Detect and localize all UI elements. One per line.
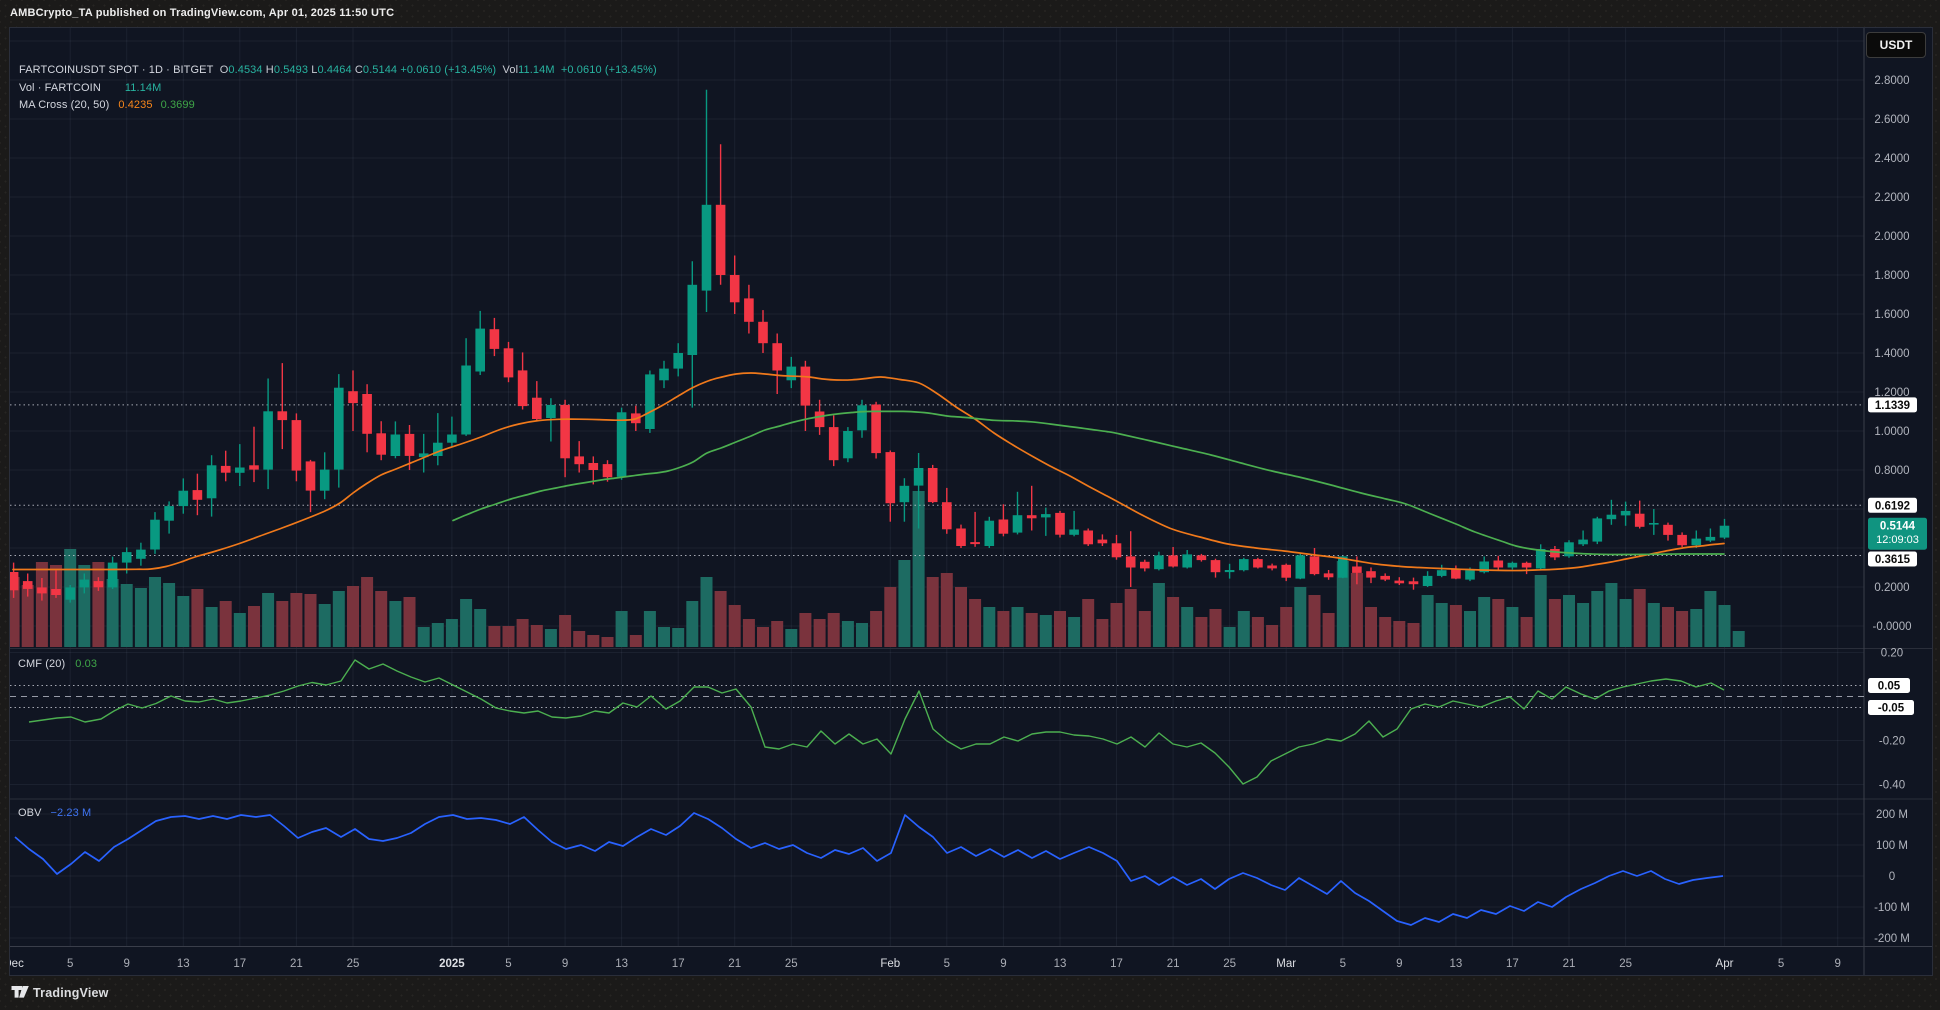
- svg-text:1.2000: 1.2000: [1874, 387, 1909, 399]
- svg-text:100 M: 100 M: [1876, 840, 1908, 852]
- svg-text:17: 17: [672, 958, 685, 970]
- svg-text:2.6000: 2.6000: [1874, 114, 1909, 126]
- svg-text:13: 13: [615, 958, 628, 970]
- svg-text:25: 25: [785, 958, 798, 970]
- svg-text:5: 5: [67, 958, 73, 970]
- svg-text:21: 21: [1167, 958, 1180, 970]
- svg-text:13: 13: [177, 958, 190, 970]
- svg-text:17: 17: [1506, 958, 1519, 970]
- svg-text:5: 5: [1340, 958, 1346, 970]
- svg-text:0.20: 0.20: [1881, 648, 1903, 660]
- svg-text:1.6000: 1.6000: [1874, 309, 1909, 321]
- svg-text:25: 25: [347, 958, 360, 970]
- svg-text:9: 9: [1000, 958, 1006, 970]
- svg-text:9: 9: [562, 958, 568, 970]
- svg-text:17: 17: [233, 958, 246, 970]
- svg-text:1.4000: 1.4000: [1874, 348, 1909, 360]
- svg-text:9: 9: [123, 958, 129, 970]
- svg-text:9: 9: [1834, 958, 1840, 970]
- svg-text:0.6192: 0.6192: [1875, 500, 1910, 512]
- svg-text:21: 21: [1563, 958, 1576, 970]
- svg-text:2.4000: 2.4000: [1874, 153, 1909, 165]
- svg-text:200 M: 200 M: [1876, 809, 1908, 821]
- svg-text:2.8000: 2.8000: [1874, 75, 1909, 87]
- svg-text:-0.40: -0.40: [1879, 780, 1905, 792]
- svg-text:0: 0: [1889, 871, 1895, 883]
- svg-text:-0.05: -0.05: [1878, 703, 1905, 715]
- svg-text:21: 21: [728, 958, 741, 970]
- svg-text:5: 5: [1778, 958, 1784, 970]
- svg-text:-200 M: -200 M: [1874, 933, 1910, 945]
- svg-text:25: 25: [1223, 958, 1236, 970]
- svg-text:13: 13: [1054, 958, 1067, 970]
- svg-text:-0.20: -0.20: [1879, 736, 1905, 748]
- svg-text:2.0000: 2.0000: [1874, 231, 1909, 243]
- svg-text:17: 17: [1110, 958, 1123, 970]
- svg-text:5: 5: [505, 958, 511, 970]
- svg-text:Feb: Feb: [880, 958, 900, 970]
- svg-text:-100 M: -100 M: [1874, 902, 1910, 914]
- svg-text:9: 9: [1396, 958, 1402, 970]
- svg-text:21: 21: [290, 958, 303, 970]
- svg-text:5: 5: [944, 958, 950, 970]
- svg-text:-0.0000: -0.0000: [1872, 621, 1911, 633]
- svg-text:0.8000: 0.8000: [1874, 465, 1909, 477]
- svg-text:2.2000: 2.2000: [1874, 192, 1909, 204]
- svg-text:1.1339: 1.1339: [1875, 400, 1910, 412]
- svg-text:TradingView: TradingView: [33, 986, 109, 1000]
- svg-text:0.5144: 0.5144: [1880, 521, 1916, 533]
- svg-text:Mar: Mar: [1276, 958, 1296, 970]
- svg-text:12:09:03: 12:09:03: [1876, 534, 1919, 546]
- svg-text:2025: 2025: [439, 958, 465, 970]
- svg-text:0.05: 0.05: [1878, 681, 1901, 693]
- svg-text:Apr: Apr: [1716, 958, 1734, 970]
- svg-text:13: 13: [1450, 958, 1463, 970]
- svg-text:0.2000: 0.2000: [1874, 582, 1909, 594]
- svg-text:1.0000: 1.0000: [1874, 426, 1909, 438]
- svg-text:Dec: Dec: [10, 958, 24, 970]
- svg-text:25: 25: [1619, 958, 1632, 970]
- svg-text:1.8000: 1.8000: [1874, 270, 1909, 282]
- svg-text:0.3615: 0.3615: [1875, 554, 1911, 566]
